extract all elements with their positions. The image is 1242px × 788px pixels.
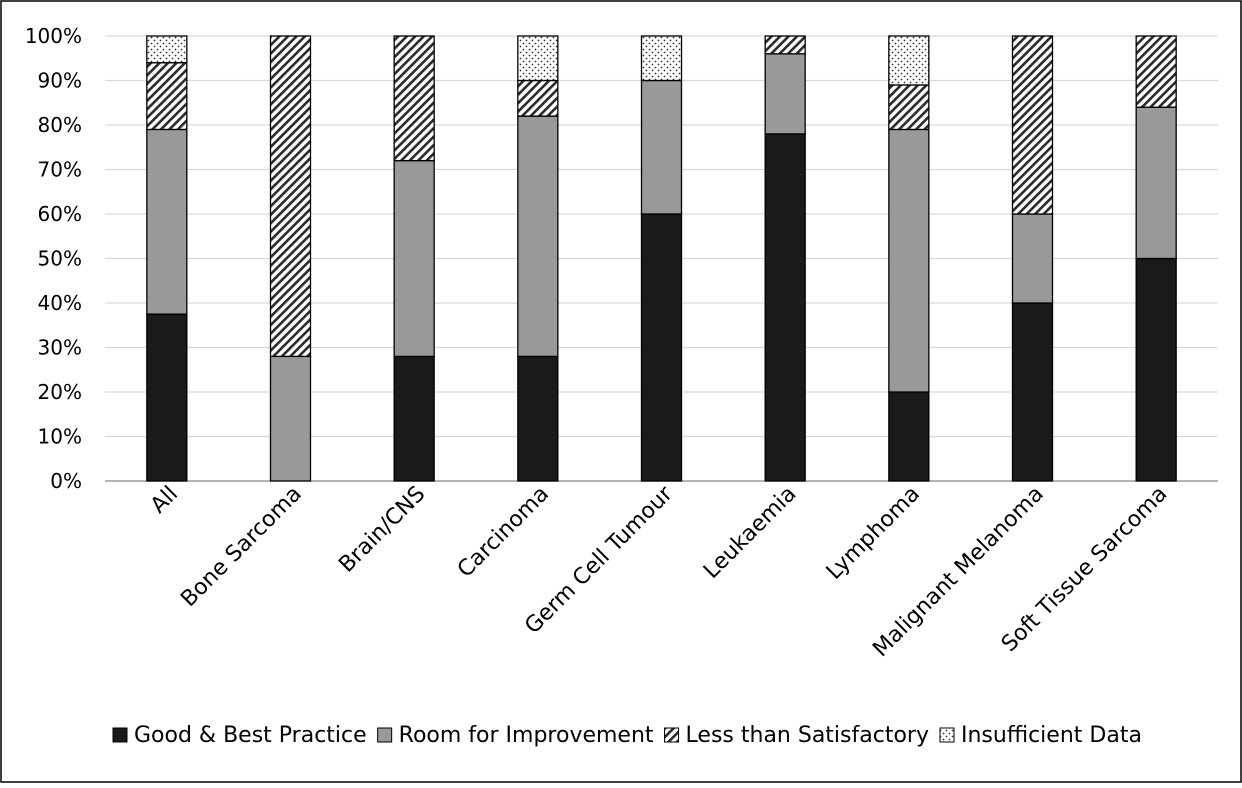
bar-segment-2 — [1135, 106, 1177, 260]
bar-segment-1 — [517, 355, 559, 482]
legend-swatch — [112, 727, 128, 743]
bar-segment-2 — [1011, 213, 1054, 304]
bars — [146, 35, 1177, 482]
bar-segment-1 — [888, 391, 930, 482]
bar-segment-2 — [764, 53, 806, 135]
bar-segment-2 — [269, 355, 312, 482]
bar-segment-4 — [517, 35, 559, 82]
bar-segment-3 — [1011, 35, 1054, 215]
y-tick-label: 90% — [38, 69, 82, 93]
legend-label: Insufficient Data — [961, 723, 1142, 748]
bar-segment-4 — [888, 35, 930, 86]
bar-segment-3 — [764, 35, 806, 55]
y-tick-labels: 0% 10% 20% 30% 40% 50% 60% 70% 80% 90% 100% — [25, 24, 82, 493]
bar-segment-1 — [1135, 257, 1177, 482]
bar-segment-4 — [640, 35, 683, 82]
bar-segment-3 — [146, 62, 188, 131]
bar-segment-1 — [764, 133, 806, 482]
legend-label: Room for Improvement — [399, 723, 654, 748]
legend-swatch — [377, 727, 393, 743]
bar-segment-2 — [517, 115, 559, 358]
y-tick-label: 60% — [38, 202, 82, 226]
x-tick-label: Carcinoma — [453, 482, 554, 583]
y-tick-label: 30% — [38, 336, 82, 360]
bar-segment-3 — [1135, 35, 1177, 108]
bar-segment-1 — [1011, 302, 1054, 482]
y-tick-label: 0% — [50, 469, 82, 493]
bar-segment-3 — [517, 79, 559, 117]
x-tick-label: Leukaemia — [699, 482, 801, 584]
bar-segment-4 — [146, 35, 188, 64]
bar-segment-2 — [888, 128, 930, 393]
legend: Good & Best Practice Room for Improvement… — [112, 723, 1142, 748]
y-tick-label: 10% — [38, 425, 82, 449]
bar-segment-3 — [888, 84, 930, 131]
bar-segment-1 — [640, 213, 683, 482]
y-tick-label: 80% — [38, 113, 82, 137]
x-tick-label: Bone Sarcoma — [176, 482, 306, 612]
y-tick-label: 100% — [25, 24, 82, 48]
bar-segment-2 — [146, 128, 188, 315]
y-tick-label: 20% — [38, 380, 82, 404]
legend-label: Less than Satisfactory — [686, 723, 929, 748]
x-tick-label: Lymphoma — [822, 482, 925, 585]
y-tick-label: 70% — [38, 158, 82, 182]
bar-segment-1 — [393, 355, 435, 482]
legend-swatch — [939, 727, 955, 743]
bar-segment-1 — [146, 313, 188, 482]
x-tick-label: Brain/CNS — [334, 482, 430, 578]
legend-label: Good & Best Practice — [134, 723, 367, 748]
bar-segment-3 — [393, 35, 435, 162]
bar-segment-2 — [640, 79, 683, 215]
y-tick-label: 40% — [38, 291, 82, 315]
bar-segment-3 — [269, 35, 312, 358]
legend-swatch — [664, 727, 680, 743]
y-tick-label: 50% — [38, 247, 82, 271]
bar-segment-2 — [393, 159, 435, 358]
x-tick-label: All — [146, 482, 183, 519]
